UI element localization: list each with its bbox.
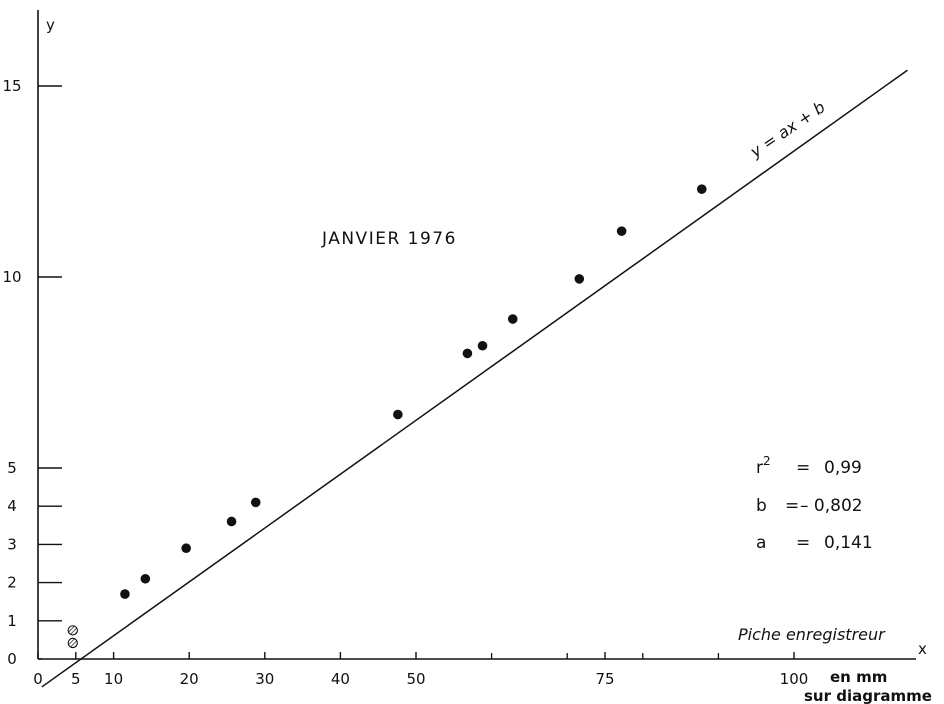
statistics-block: r2 = 0,99 b = – 0,802 a = 0,141 xyxy=(756,454,873,553)
x-tick-label: 50 xyxy=(406,670,425,688)
stat-a-value: 0,141 xyxy=(824,533,873,553)
data-point-hatched xyxy=(67,637,78,649)
y-tick-label: 0 xyxy=(7,650,17,668)
fit-line-label: y = ax + b xyxy=(746,97,829,161)
data-point xyxy=(616,226,627,236)
y-tick-label: 5 xyxy=(7,459,17,477)
data-point xyxy=(574,274,585,284)
points-layer xyxy=(67,184,707,649)
x-axis-note: Piche enregistreur xyxy=(738,625,886,644)
x-tick-label: 20 xyxy=(180,670,199,688)
stat-r2-eq: = xyxy=(796,458,810,478)
x-axis-label: x xyxy=(918,640,927,658)
stat-b-value: – 0,802 xyxy=(800,496,863,516)
y-tick-label: 3 xyxy=(7,535,17,553)
data-point xyxy=(250,497,261,508)
y-axis-label: y xyxy=(46,16,55,34)
fit-line xyxy=(41,69,908,688)
ticks-layer: 0 5 10 20 30 40 50 75 100 0 1 2 3 4 5 10 15 xyxy=(2,77,808,688)
stat-r2-value: 0,99 xyxy=(824,458,862,478)
data-point xyxy=(226,516,237,527)
data-point xyxy=(181,543,191,554)
data-point xyxy=(696,184,707,194)
stat-b-eq: = xyxy=(785,496,799,516)
x-unit-label-line2: sur diagramme xyxy=(804,687,932,704)
data-point xyxy=(140,573,151,584)
fit-layer xyxy=(38,69,908,688)
x-unit-label-line1: en mm xyxy=(830,668,887,686)
data-point xyxy=(477,340,488,351)
x-tick-label: 75 xyxy=(595,670,614,688)
chart-title: JANVIER 1976 xyxy=(321,229,457,249)
x-tick-label: 0 xyxy=(33,670,43,688)
stat-r2-label: r2 xyxy=(756,454,771,478)
y-tick-label: 2 xyxy=(7,574,17,592)
data-point xyxy=(393,409,403,420)
x-tick-label: 10 xyxy=(104,670,123,688)
data-point xyxy=(462,348,473,359)
x-tick-label: 40 xyxy=(331,670,350,688)
y-tick-label: 1 xyxy=(7,612,17,630)
y-tick-label: 15 xyxy=(2,77,21,95)
stat-b-label: b xyxy=(756,496,767,516)
x-tick-label: 100 xyxy=(780,670,809,688)
y-tick-label: 10 xyxy=(2,268,21,286)
data-point-hatched xyxy=(67,625,78,636)
data-point xyxy=(120,589,130,599)
x-tick-label: 30 xyxy=(255,670,274,688)
y-tick-label: 4 xyxy=(7,497,17,515)
stat-a-label: a xyxy=(756,533,766,553)
stat-a-eq: = xyxy=(796,533,810,553)
data-point xyxy=(507,314,518,324)
x-tick-label: 5 xyxy=(71,670,81,688)
